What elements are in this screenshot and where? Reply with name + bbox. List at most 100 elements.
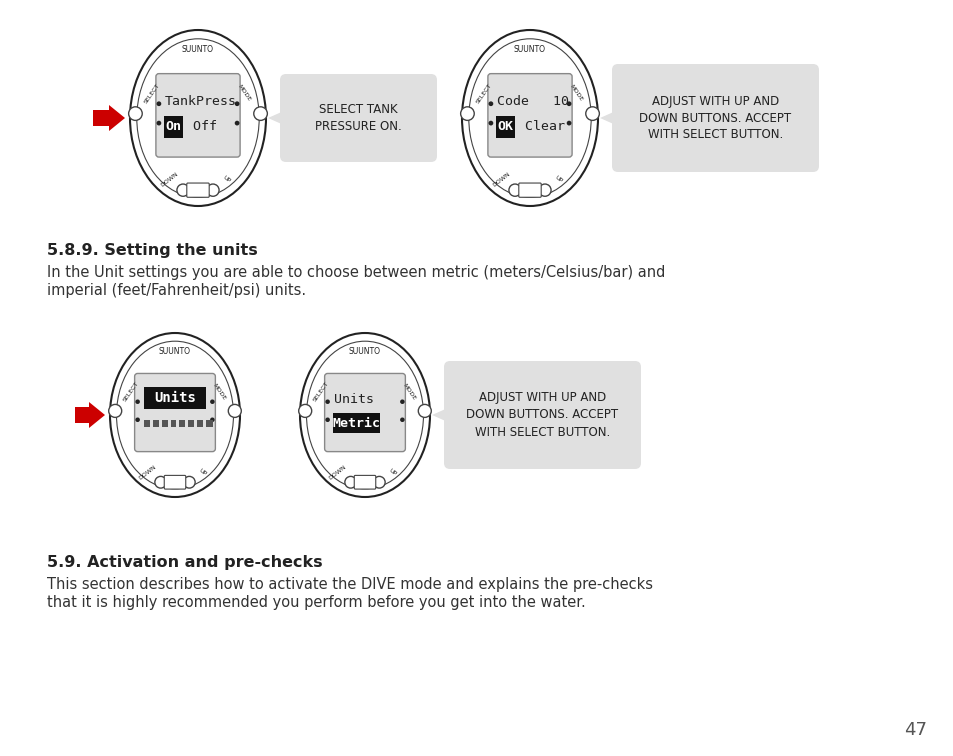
Text: On: On (166, 120, 181, 134)
Text: OK: OK (497, 120, 513, 134)
Text: that it is highly recommended you perform before you get into the water.: that it is highly recommended you perfor… (47, 595, 585, 610)
Text: Clear: Clear (517, 120, 564, 134)
Circle shape (585, 107, 598, 120)
Circle shape (109, 404, 122, 417)
FancyBboxPatch shape (612, 64, 818, 172)
Circle shape (566, 121, 571, 125)
Text: DOWN: DOWN (159, 172, 179, 188)
FancyBboxPatch shape (187, 183, 209, 197)
Bar (171, 420, 176, 426)
Text: In the Unit settings you are able to choose between metric (meters/Celsius/bar) : In the Unit settings you are able to cho… (47, 265, 664, 280)
Text: Off: Off (185, 120, 216, 134)
Text: MODE: MODE (236, 84, 252, 103)
Bar (189, 420, 194, 426)
Circle shape (508, 184, 520, 197)
Text: MODE: MODE (212, 383, 227, 401)
FancyBboxPatch shape (280, 74, 436, 162)
Text: ADJUST WITH UP AND
DOWN BUTTONS. ACCEPT
WITH SELECT BUTTON.: ADJUST WITH UP AND DOWN BUTTONS. ACCEPT … (466, 392, 618, 438)
Text: DOWN: DOWN (138, 464, 157, 481)
Bar (179, 420, 185, 426)
Text: DOWN: DOWN (491, 172, 511, 188)
Circle shape (129, 107, 142, 120)
Text: ADJUST WITH UP AND
DOWN BUTTONS. ACCEPT
WITH SELECT BUTTON.: ADJUST WITH UP AND DOWN BUTTONS. ACCEPT … (639, 94, 791, 141)
Bar (333, 414, 379, 433)
Text: 5.8.9. Setting the units: 5.8.9. Setting the units (47, 243, 257, 258)
Text: Metric: Metric (332, 417, 380, 430)
FancyBboxPatch shape (487, 73, 572, 157)
Bar (144, 420, 150, 426)
Circle shape (373, 476, 385, 488)
Text: imperial (feet/Fahrenheit/psi) units.: imperial (feet/Fahrenheit/psi) units. (47, 283, 306, 298)
Polygon shape (268, 110, 286, 126)
Bar (152, 420, 158, 426)
Circle shape (399, 399, 404, 404)
Bar (164, 116, 183, 138)
Circle shape (399, 417, 404, 422)
Text: SELECT: SELECT (143, 82, 160, 104)
FancyBboxPatch shape (443, 361, 640, 469)
Text: Units: Units (153, 391, 195, 405)
Text: MODE: MODE (401, 383, 416, 401)
Bar (206, 420, 213, 426)
Ellipse shape (130, 30, 266, 206)
Circle shape (135, 399, 140, 404)
Text: SUUNTO: SUUNTO (349, 346, 380, 355)
Text: 47: 47 (903, 721, 926, 739)
Circle shape (154, 476, 167, 488)
Circle shape (325, 417, 330, 422)
Text: Code   10: Code 10 (497, 95, 569, 108)
Text: UP: UP (554, 175, 562, 184)
Polygon shape (599, 110, 618, 126)
Text: SUUNTO: SUUNTO (159, 346, 191, 355)
Circle shape (460, 107, 474, 120)
Text: TankPress: TankPress (165, 95, 237, 108)
Circle shape (228, 404, 241, 417)
Circle shape (253, 107, 267, 120)
Text: SELECT TANK
PRESSURE ON.: SELECT TANK PRESSURE ON. (314, 103, 401, 133)
FancyBboxPatch shape (134, 373, 215, 451)
Text: SELECT: SELECT (312, 381, 329, 403)
Circle shape (234, 121, 239, 125)
Polygon shape (432, 407, 450, 423)
Circle shape (210, 399, 214, 404)
Circle shape (183, 476, 195, 488)
Circle shape (298, 404, 312, 417)
Circle shape (207, 184, 219, 197)
Bar (197, 420, 203, 426)
Circle shape (156, 121, 161, 125)
Text: DOWN: DOWN (328, 464, 347, 481)
Circle shape (417, 404, 431, 417)
Text: MODE: MODE (568, 84, 583, 103)
Circle shape (176, 184, 189, 197)
Polygon shape (75, 402, 105, 428)
Text: SELECT: SELECT (122, 381, 139, 403)
Text: SELECT: SELECT (475, 82, 492, 104)
Text: This section describes how to activate the DIVE mode and explains the pre-checks: This section describes how to activate t… (47, 577, 652, 592)
Ellipse shape (461, 30, 598, 206)
FancyBboxPatch shape (518, 183, 540, 197)
Bar (161, 420, 168, 426)
Circle shape (566, 101, 571, 106)
Polygon shape (92, 105, 125, 131)
Circle shape (135, 417, 140, 422)
Text: UP: UP (222, 175, 231, 184)
Circle shape (156, 101, 161, 106)
Text: UP: UP (387, 468, 396, 477)
Circle shape (344, 476, 356, 488)
Bar (144, 387, 206, 409)
Circle shape (325, 399, 330, 404)
Text: UP: UP (197, 468, 207, 477)
Text: Units: Units (334, 393, 374, 406)
Ellipse shape (299, 333, 430, 497)
Text: SUUNTO: SUUNTO (514, 45, 545, 54)
Circle shape (488, 121, 493, 125)
Circle shape (210, 417, 214, 422)
Circle shape (234, 101, 239, 106)
FancyBboxPatch shape (354, 476, 375, 489)
FancyBboxPatch shape (324, 373, 405, 451)
Text: SUUNTO: SUUNTO (182, 45, 213, 54)
Circle shape (488, 101, 493, 106)
Text: 5.9. Activation and pre-checks: 5.9. Activation and pre-checks (47, 555, 322, 570)
FancyBboxPatch shape (164, 476, 186, 489)
Ellipse shape (110, 333, 240, 497)
